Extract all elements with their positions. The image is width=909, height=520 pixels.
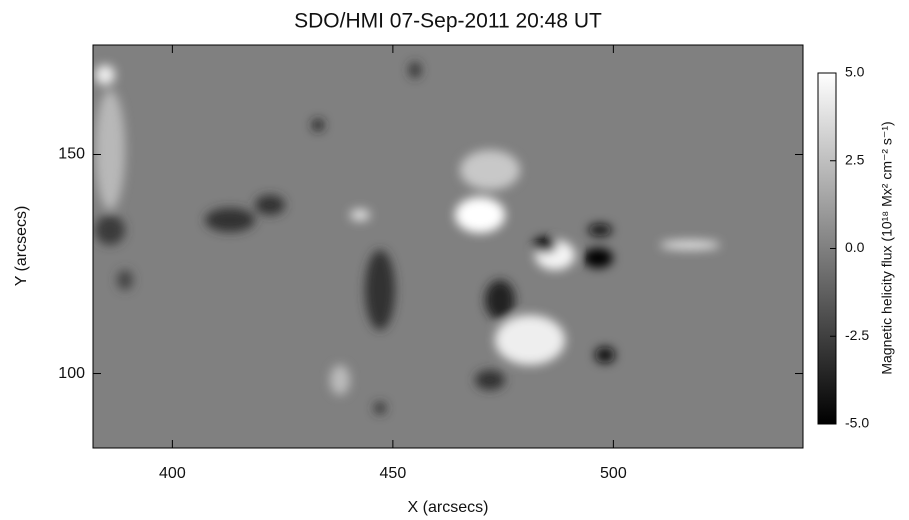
plot-frame <box>92 44 804 449</box>
y-axis-label: Y (arcsecs) <box>13 206 30 287</box>
colorbar-tick-label: 2.5 <box>845 151 865 167</box>
chart-title: SDO/HMI 07-Sep-2011 20:48 UT <box>294 10 602 33</box>
colorbar-tick-label: 0.0 <box>845 239 865 255</box>
x-tick-label: 400 <box>159 465 186 482</box>
y-tick-label: 150 <box>58 146 85 163</box>
y-tick-label: 100 <box>58 365 85 382</box>
x-tick-label: 500 <box>600 465 627 482</box>
x-tick-label: 450 <box>380 465 407 482</box>
colorbar-label: Magnetic helicity flux (10¹⁸ Mx² cm⁻² s⁻… <box>879 121 895 374</box>
colorbar-tick-label: -5.0 <box>845 415 869 431</box>
x-axis-label: X (arcsecs) <box>408 499 489 516</box>
colorbar-tick-label: -2.5 <box>845 327 869 343</box>
colorbar-tick-label: 5.0 <box>845 64 865 80</box>
magnetogram-image <box>93 45 803 448</box>
